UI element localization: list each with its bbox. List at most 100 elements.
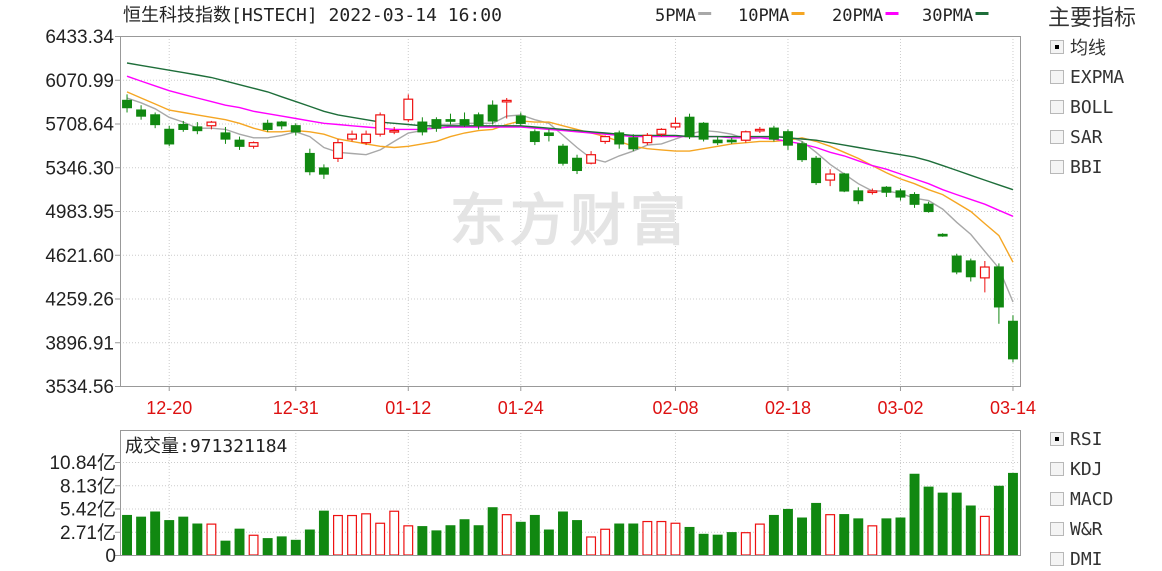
volume-bar[interactable]	[431, 530, 442, 556]
main-option-boll[interactable]: BOLL	[1050, 95, 1113, 119]
volume-bar[interactable]	[487, 507, 498, 556]
volume-bar[interactable]	[403, 525, 414, 556]
volume-bar[interactable]	[993, 485, 1004, 556]
volume-bar[interactable]	[192, 523, 203, 556]
volume-bar[interactable]	[558, 511, 568, 556]
candle[interactable]	[600, 135, 611, 144]
candle[interactable]	[558, 143, 568, 166]
candle[interactable]	[797, 141, 807, 162]
volume-bar[interactable]	[965, 505, 976, 556]
candle[interactable]	[726, 137, 737, 144]
checkbox[interactable]	[1050, 522, 1064, 536]
checkbox[interactable]	[1050, 160, 1064, 174]
candle[interactable]	[375, 112, 386, 137]
candle[interactable]	[979, 260, 990, 293]
volume-bar[interactable]	[375, 522, 386, 556]
candle[interactable]	[501, 97, 512, 119]
main-option-bbi[interactable]: BBI	[1050, 155, 1103, 179]
candle[interactable]	[206, 120, 217, 130]
candle[interactable]	[586, 151, 597, 165]
volume-bar[interactable]	[656, 520, 667, 556]
volume-bar[interactable]	[501, 514, 512, 556]
candle[interactable]	[811, 155, 822, 185]
volume-bar[interactable]	[951, 492, 962, 556]
sub-option-macd[interactable]: MACD	[1050, 487, 1113, 511]
candle[interactable]	[403, 94, 414, 123]
volume-bar[interactable]	[417, 526, 428, 556]
candle[interactable]	[136, 105, 147, 120]
checkbox[interactable]	[1050, 100, 1064, 114]
volume-bar[interactable]	[333, 514, 343, 556]
candle[interactable]	[628, 134, 639, 152]
volume-bar[interactable]	[206, 523, 217, 556]
volume-bar[interactable]	[361, 513, 372, 556]
candle[interactable]	[262, 119, 273, 132]
candle[interactable]	[572, 154, 582, 175]
candle[interactable]	[895, 188, 906, 201]
volume-bar[interactable]	[642, 520, 653, 556]
candle[interactable]	[853, 187, 864, 205]
candle[interactable]	[937, 233, 948, 237]
candle[interactable]	[783, 129, 793, 150]
volume-bar[interactable]	[347, 514, 357, 556]
volume-bar[interactable]	[811, 502, 822, 556]
candle[interactable]	[656, 128, 667, 137]
volume-bar[interactable]	[150, 511, 161, 556]
volume-bar[interactable]	[389, 510, 400, 556]
volume-bar[interactable]	[600, 528, 611, 556]
volume-bar[interactable]	[572, 520, 582, 556]
candle[interactable]	[333, 139, 343, 162]
candle[interactable]	[487, 100, 498, 125]
candle[interactable]	[122, 94, 132, 113]
volume-bar[interactable]	[459, 519, 470, 556]
sub-option-dmi[interactable]: DMI	[1050, 547, 1103, 571]
volume-bar[interactable]	[783, 508, 793, 556]
main-option--[interactable]: 均线	[1050, 35, 1106, 59]
volume-bar[interactable]	[473, 525, 484, 556]
volume-bar[interactable]	[304, 529, 315, 556]
volume-bar[interactable]	[122, 514, 132, 556]
candle[interactable]	[768, 125, 779, 142]
volume-bar[interactable]	[445, 525, 456, 556]
volume-bar[interactable]	[740, 532, 751, 556]
volume-bar[interactable]	[768, 514, 779, 556]
volume-bar[interactable]	[839, 514, 850, 556]
volume-bar[interactable]	[979, 515, 990, 556]
volume-bar[interactable]	[515, 521, 526, 556]
volume-bar[interactable]	[670, 522, 681, 556]
volume-bar[interactable]	[529, 514, 540, 556]
volume-bar[interactable]	[881, 518, 892, 556]
candle[interactable]	[192, 122, 203, 135]
volume-bar[interactable]	[234, 528, 245, 556]
checkbox[interactable]	[1050, 432, 1064, 446]
candle[interactable]	[754, 126, 765, 133]
checkbox[interactable]	[1050, 130, 1064, 144]
checkbox[interactable]	[1050, 552, 1064, 566]
volume-bar[interactable]	[220, 540, 231, 556]
candle[interactable]	[684, 113, 695, 140]
checkbox[interactable]	[1050, 492, 1064, 506]
sub-option-kdj[interactable]: KDJ	[1050, 457, 1103, 481]
volume-bar[interactable]	[290, 539, 301, 556]
candle[interactable]	[304, 148, 315, 176]
candle[interactable]	[543, 129, 554, 142]
candle[interactable]	[839, 172, 850, 193]
candle[interactable]	[164, 125, 175, 147]
candle[interactable]	[881, 186, 892, 197]
candle[interactable]	[178, 120, 189, 132]
candle[interactable]	[712, 136, 723, 146]
volume-bar[interactable]	[586, 536, 597, 556]
volume-bar[interactable]	[712, 534, 723, 556]
sub-option-w-r[interactable]: W&R	[1050, 517, 1103, 541]
candle[interactable]	[150, 112, 161, 129]
volume-bar[interactable]	[318, 510, 329, 556]
candle[interactable]	[951, 253, 962, 275]
candle[interactable]	[220, 126, 231, 144]
volume-bar[interactable]	[248, 534, 259, 556]
candle[interactable]	[642, 132, 653, 146]
volume-bar[interactable]	[136, 516, 147, 556]
volume-bar[interactable]	[164, 520, 175, 556]
volume-bar[interactable]	[628, 523, 639, 556]
candle[interactable]	[318, 164, 329, 179]
candle[interactable]	[909, 192, 920, 208]
